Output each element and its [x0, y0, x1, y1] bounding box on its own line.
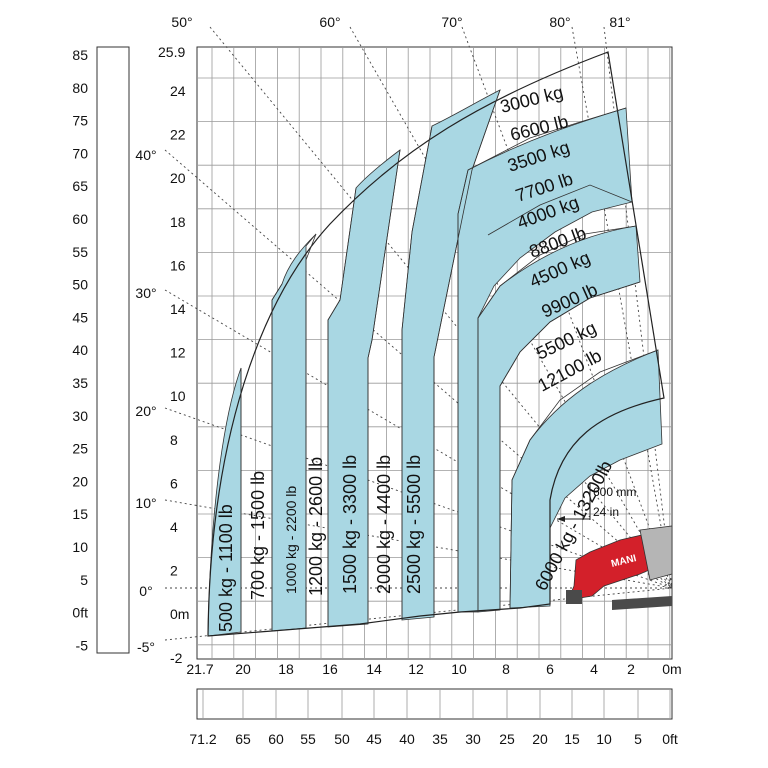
- zone-label-1200: 1200 kg - 2600 lb: [306, 457, 326, 596]
- y-ft-tick: 0ft: [72, 605, 88, 621]
- y-ft-tick: 25: [72, 441, 88, 457]
- angle-rays: [164, 26, 673, 641]
- note-mm: 600 mm: [593, 485, 636, 499]
- y-top-label: 25.9: [158, 44, 185, 60]
- y-ft-tick: 50: [72, 277, 88, 293]
- y-metric-ticks: 24 22 20 18 16 14 12 10 8 6 4 2 0m -2: [170, 83, 189, 666]
- y-ft-tick: 20: [72, 473, 88, 489]
- y-ft-tick: 65: [72, 178, 88, 194]
- y-ft-tick: 30: [72, 408, 88, 424]
- x-metric-tick: 16: [322, 661, 338, 677]
- angle-label-left: 0°: [139, 583, 152, 599]
- x-metric-tick: 18: [278, 661, 294, 677]
- zone-label-700: 700 kg - 1500 lb: [248, 471, 268, 600]
- x-metric-tick: 20: [235, 661, 251, 677]
- angle-label-left: 10°: [135, 495, 156, 511]
- y-ft-tick: 55: [72, 244, 88, 260]
- y-metric-tick: 24: [170, 83, 186, 99]
- angle-label-left: 30°: [135, 285, 156, 301]
- x-ft-tick: 0ft: [662, 731, 678, 747]
- overhang-note: 600 mm 24 in: [557, 482, 636, 522]
- x-ft-tick: 30: [465, 731, 481, 747]
- x-metric-tick: 21.7: [186, 661, 213, 677]
- y-metric-tick: 6: [170, 475, 178, 491]
- angle-label-top: 50°: [171, 14, 192, 30]
- x-ft-tick: 35: [432, 731, 448, 747]
- x-ft-tick: 55: [300, 731, 316, 747]
- y-metric-tick: -2: [170, 650, 183, 666]
- load-zones: [207, 89, 663, 637]
- x-ft-tick: 10: [596, 731, 612, 747]
- x-ft-tick: 25: [499, 731, 515, 747]
- zone-1000kg: [271, 233, 317, 632]
- y-ft-tick: 70: [72, 145, 88, 161]
- x-ft-tick: 60: [268, 731, 284, 747]
- x-metric-tick: 14: [366, 661, 382, 677]
- zone-label-2500: 2500 kg - 5500 lb: [404, 455, 424, 594]
- y-ft-tick: 35: [72, 375, 88, 391]
- telehandler-icon: MANI: [566, 525, 673, 610]
- x-metric-tick: 10: [451, 661, 467, 677]
- angle-label-left: 20°: [135, 403, 156, 419]
- y-ft-tick: 45: [72, 309, 88, 325]
- angle-label-left: -5°: [137, 639, 155, 655]
- y-metric-tick: 18: [170, 214, 186, 230]
- y-metric-tick: 0m: [170, 606, 189, 622]
- y-metric-tick: 10: [170, 388, 186, 404]
- y-ft-tick: 40: [72, 342, 88, 358]
- x-metric-tick: 4: [590, 661, 598, 677]
- x-ft-tick: 71.2: [189, 731, 216, 747]
- ft-bottom-scale-ticks: 71.2 65 60 55 50 45 40 35 30 25 20 15 10 5 0ft: [189, 689, 678, 747]
- x-ft-tick: 15: [564, 731, 580, 747]
- zone-label-500: 500 kg - 1100 lb: [216, 504, 236, 632]
- x-metric-tick: 8: [502, 661, 510, 677]
- y-ft-tick: 75: [72, 113, 88, 129]
- angle-label-top: 60°: [319, 14, 340, 30]
- ft-scale-box: [96, 46, 130, 654]
- y-ft-tick: 80: [72, 80, 88, 96]
- y-ft-tick: 15: [72, 506, 88, 522]
- y-ft-tick: 60: [72, 211, 88, 227]
- y-metric-tick: 12: [170, 345, 186, 361]
- plot-frame: [196, 46, 673, 660]
- x-metric-tick: 12: [408, 661, 424, 677]
- ft-bottom-scale-box: [196, 688, 673, 720]
- x-ft-tick: 65: [235, 731, 251, 747]
- x-ft-tick: 45: [366, 731, 382, 747]
- angle-labels-top: 50° 60° 70° 80° 81°: [171, 14, 630, 30]
- x-ft-tick: 20: [532, 731, 548, 747]
- zone-label-2000: 2000 kg - 4400 lb: [374, 455, 394, 594]
- y-ft-tick: 10: [72, 539, 88, 555]
- zone-label-1000: 1000 kg - 2200 lb: [283, 486, 299, 594]
- y-ft-tick: 85: [72, 47, 88, 63]
- ft-scale-ticks: 85 80 75 70 65 60 55 50 45 40 35 30 25 20 15 10 5 0ft -5: [72, 47, 88, 653]
- angle-label-top: 70°: [441, 14, 462, 30]
- y-metric-tick: 4: [170, 519, 178, 535]
- y-metric-tick: 2: [170, 563, 178, 579]
- y-ft-tick: -5: [76, 637, 89, 653]
- x-ft-tick: 50: [334, 731, 350, 747]
- x-metric-ticks: 21.7 20 18 16 14 12 10 8 6 4 2 0m: [186, 661, 681, 677]
- x-metric-tick: 2: [627, 661, 635, 677]
- y-metric-tick: 22: [170, 127, 186, 143]
- zone-label-1500: 1500 kg - 3300 lb: [340, 455, 360, 594]
- x-ft-tick: 40: [399, 731, 415, 747]
- x-ft-tick: 5: [634, 731, 642, 747]
- angle-labels-left: 40° 30° 20° 10° 0° -5°: [135, 147, 156, 655]
- note-in: 24 in: [593, 505, 619, 519]
- x-metric-tick: 6: [546, 661, 554, 677]
- y-metric-tick: 14: [170, 301, 186, 317]
- label-3000-kg: 3000 kg: [498, 82, 565, 117]
- y-ft-tick: 5: [80, 572, 88, 588]
- y-metric-tick: 16: [170, 257, 186, 273]
- y-metric-tick: 20: [170, 170, 186, 186]
- angle-label-top: 80°: [549, 14, 570, 30]
- y-metric-tick: 8: [170, 432, 178, 448]
- angle-label-left: 40°: [135, 147, 156, 163]
- band-dividers: [240, 89, 659, 632]
- angle-label-top: 81°: [609, 14, 630, 30]
- x-metric-tick: 0m: [662, 661, 681, 677]
